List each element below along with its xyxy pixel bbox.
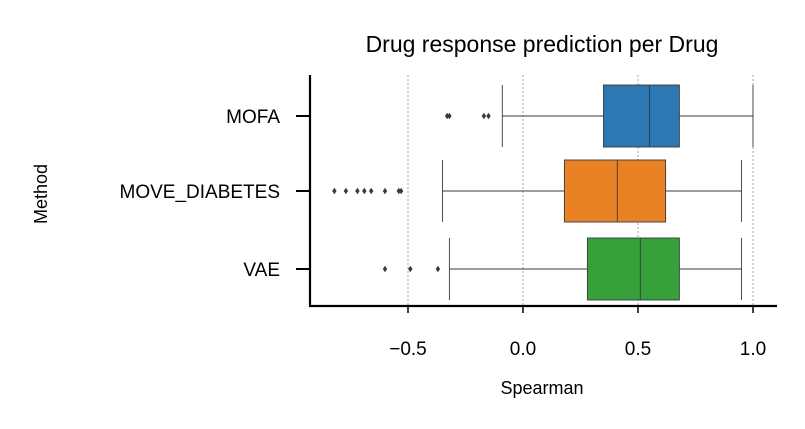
outlier-point [396,187,401,195]
box [586,237,680,301]
x-tick-label: −0.5 [389,339,427,360]
outlier-point [355,187,360,195]
x-tick-label: 0.0 [510,339,536,360]
outlier-point [382,187,388,195]
outlier-point [435,265,441,273]
box [563,159,667,223]
outlier-point [481,112,487,120]
x-tick-label: 0.5 [625,339,651,360]
outlier-point [343,187,349,195]
outlier-point [382,265,388,273]
x-tick-label: 1.0 [740,339,766,360]
y-tick-label: VAE [243,260,280,281]
outlier-point [362,187,367,195]
boxplot-series [332,84,754,301]
y-tick-label: MOVE_DIABETES [120,182,281,203]
x-axis-ticks: −0.5 0.0 0.5 1.0 [389,306,766,360]
outlier-point [408,265,413,273]
outlier-point [398,187,404,195]
x-axis-label: Spearman [500,378,583,398]
y-axis-label: Method [31,164,51,224]
outlier-point [486,112,491,120]
y-tick-label: MOFA [226,107,280,128]
y-axis-ticks: MOFA MOVE_DIABETES VAE [120,107,310,281]
outlier-point [444,112,450,120]
box [603,84,680,148]
outlier-point [369,187,374,195]
outlier-point [447,112,452,120]
outlier-point [332,187,337,195]
chart-title: Drug response prediction per Drug [366,31,719,57]
